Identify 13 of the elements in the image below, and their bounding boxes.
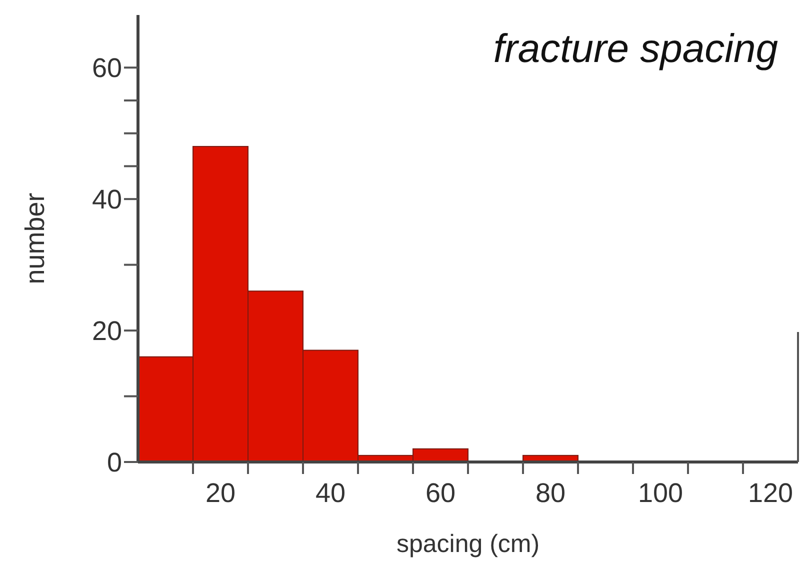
y-tick-label: 60 <box>92 53 122 84</box>
y-tick-label: 40 <box>92 184 122 215</box>
x-tick-label: 20 <box>205 478 236 508</box>
x-axis-title: spacing (cm) <box>396 530 540 558</box>
x-tick-label: 60 <box>425 478 456 508</box>
y-axis-title: number <box>20 192 50 284</box>
x-tick-label: 80 <box>535 478 566 508</box>
chart-title: fracture spacing <box>493 27 778 71</box>
y-tick-label: 20 <box>92 316 122 346</box>
x-tick-label: 120 <box>748 478 794 508</box>
x-tick-label: 40 <box>315 478 346 508</box>
y-tick-label: 0 <box>106 447 122 478</box>
x-tick-label: 100 <box>638 478 684 508</box>
